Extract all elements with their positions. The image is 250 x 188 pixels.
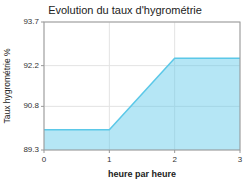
title: Evolution du taux d'hygrométrie: [48, 4, 202, 16]
y-tick: [41, 106, 44, 107]
line: [44, 58, 240, 129]
x-tick: [174, 150, 175, 153]
x-tick-label: 3: [238, 155, 243, 164]
y-tick-label: 90.8: [23, 101, 39, 110]
y-axis-label: Taux hygrométrie %: [2, 48, 12, 124]
x-tick-label: 0: [42, 155, 47, 164]
plot-area: [44, 58, 240, 150]
x-tick: [240, 150, 241, 153]
x-tick: [109, 150, 110, 153]
y-tick-label: 93.7: [23, 17, 39, 26]
x-tick-label: 2: [172, 155, 177, 164]
y-tick-label: 89.3: [23, 145, 39, 154]
grid: [44, 22, 240, 150]
x-tick-label: 1: [107, 155, 112, 164]
x-axis: 0 1 2 3: [42, 150, 243, 164]
y-tick: [41, 22, 44, 23]
y-tick-label: 92.2: [23, 61, 39, 70]
plot-frame: [44, 22, 240, 150]
area-fill: [44, 58, 240, 150]
chart: 89.3 90.8 92.2 93.7 0 1 2 3 heure par heure Taux …: [0, 0, 250, 188]
y-tick: [41, 65, 44, 66]
y-axis: 89.3 90.8 92.2 93.7: [23, 17, 44, 154]
x-tick: [44, 150, 45, 153]
x-axis-label: heure par heure: [108, 169, 176, 179]
